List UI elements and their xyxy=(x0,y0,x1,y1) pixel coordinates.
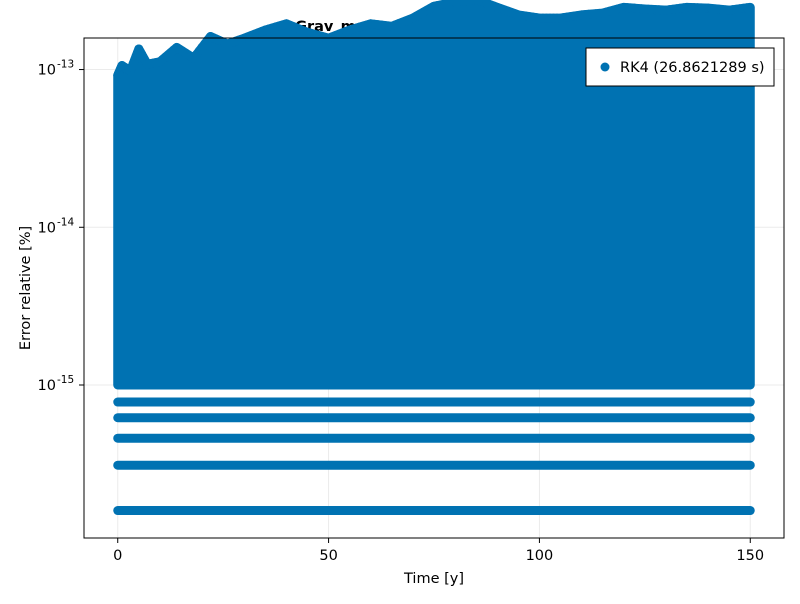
y-axis-label: Error relative [%] xyxy=(18,226,34,350)
legend-label: RK4 (26.8621289 s) xyxy=(620,60,765,76)
legend-box xyxy=(585,47,775,87)
y-tick-label-exponent: -15 xyxy=(57,374,74,386)
legend-marker xyxy=(600,62,610,72)
x-tick-label: 50 xyxy=(319,548,337,564)
y-tick-label-exponent: -14 xyxy=(57,216,74,228)
x-axis-label: Time [y] xyxy=(403,571,464,587)
legend: RK4 (26.8621289 s) xyxy=(585,47,775,87)
scatter-point xyxy=(742,3,752,13)
y-tick-label-base: 10 xyxy=(38,63,56,79)
x-tick-label: 150 xyxy=(736,548,764,564)
x-tick-label: 0 xyxy=(113,548,122,564)
y-tick-label-base: 10 xyxy=(38,220,56,236)
y-tick-label-exponent: -13 xyxy=(57,59,74,71)
data-layer xyxy=(113,0,755,516)
plot-frame xyxy=(83,37,785,539)
y-tick-label-base: 10 xyxy=(38,378,56,394)
x-tick-label: 100 xyxy=(526,548,554,564)
